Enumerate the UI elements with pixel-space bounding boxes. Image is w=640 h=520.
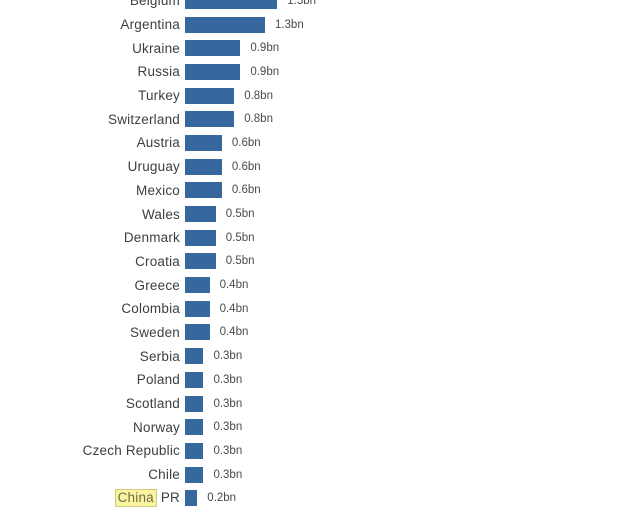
country-label: Wales [141,206,180,222]
value-label: 0.3bn [213,373,243,386]
bar [185,490,198,507]
country-label: Norway [133,419,180,435]
chart-row: Colombia 0.4bn [0,297,316,321]
country-label: Croatia [135,253,180,269]
value-label: 1.3bn [274,18,304,31]
bar [185,395,204,412]
chart-row: Denmark 0.5bn [0,226,316,250]
country-label: Scotland [125,396,180,412]
value-label: 0.6bn [231,184,261,197]
country-label: Colombia [121,301,180,317]
bar [185,0,278,9]
value-label: 0.3bn [213,421,243,434]
country-label: Argentina [120,17,180,33]
chart-row: Russia 0.9bn [0,60,316,84]
country-label-suffix: PR [156,490,180,506]
country-label: Denmark [123,230,180,246]
value-label: 0.4bn [219,302,249,315]
chart-row: Turkey 0.8bn [0,84,316,108]
value-label: 0.6bn [231,160,261,173]
bar [185,419,204,436]
country-label: Chile [148,467,180,483]
value-label: 0.3bn [213,397,243,410]
bar [185,134,222,151]
value-label: 0.3bn [213,444,243,457]
chart-row: Scotland 0.3bn [0,392,316,416]
value-label: 0.4bn [219,279,249,292]
bar [185,158,222,175]
chart-row: Chile 0.3bn [0,463,316,487]
bar [185,253,216,270]
bar [185,371,204,388]
value-label: 0.3bn [213,350,243,363]
bar [185,87,235,104]
country-label: Greece [134,277,180,293]
value-label: 0.8bn [244,89,273,102]
chart-row: Poland 0.3bn [0,368,316,392]
value-label: 1.5bn [287,0,317,7]
chart-row: Belgium 1.5bn [0,0,316,13]
chart-row: Austria 0.6bn [0,131,316,155]
chart-row: Serbia 0.3bn [0,344,316,368]
country-label: Ukraine [132,40,180,56]
value-label: 0.5bn [225,255,255,268]
chart-row: Wales 0.5bn [0,202,316,226]
bar [185,348,204,365]
value-label: 0.6bn [231,136,261,149]
value-label: 0.2bn [207,492,237,505]
country-label: Belgium [129,0,180,9]
country-label: Switzerland [108,111,180,127]
country-label: Mexico [136,182,180,198]
bar [185,182,222,199]
value-label: 0.8bn [244,113,273,126]
chart-row: China PR 0.2bn [0,486,316,510]
bar [185,466,204,483]
chart-row: Greece 0.4bn [0,273,316,297]
bar [185,16,265,33]
value-label: 0.9bn [250,65,280,78]
bar [185,206,216,223]
bar [185,40,241,57]
chart-row: Mexico 0.6bn [0,179,316,203]
bar [185,229,216,246]
bar [185,277,210,294]
value-label: 0.4bn [219,326,249,339]
chart-row: Czech Republic 0.3bn [0,439,316,463]
value-label: 0.5bn [225,208,255,221]
chart-row: Argentina 1.3bn [0,13,316,37]
country-label: China PR [0,489,180,508]
value-label: 0.3bn [213,468,243,481]
bar-chart: Belgium 1.5bn Argentina 1.3bn Ukraine 0.9bn Ru… [0,0,316,510]
chart-row: Uruguay 0.6bn [0,155,316,179]
country-label: Serbia [139,348,180,364]
country-label: Austria [136,135,180,151]
bar [185,442,204,459]
value-label: 0.9bn [250,42,280,55]
country-label: Turkey [138,88,180,104]
chart-row: Croatia 0.5bn [0,250,316,274]
bar [185,63,241,80]
country-label: Poland [136,372,180,388]
bar [185,111,235,128]
country-label: Czech Republic [82,443,180,459]
country-label: Uruguay [127,159,180,175]
value-label: 0.5bn [225,231,255,244]
chart-row: Norway 0.3bn [0,415,316,439]
chart-row: Ukraine 0.9bn [0,36,316,60]
bar [185,324,210,341]
country-label: Sweden [130,324,180,340]
chart-row: Sweden 0.4bn [0,321,316,345]
bar [185,300,210,317]
country-label: Russia [137,64,180,80]
chart-row: Switzerland 0.8bn [0,107,316,131]
find-highlight: China [114,489,157,508]
